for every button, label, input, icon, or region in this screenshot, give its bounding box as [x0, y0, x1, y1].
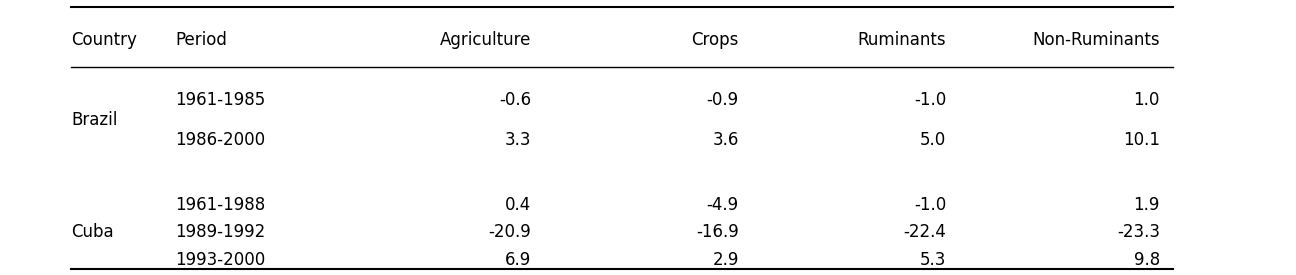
Text: 10.1: 10.1 — [1122, 131, 1160, 149]
Text: -1.0: -1.0 — [914, 196, 946, 214]
Text: 5.0: 5.0 — [920, 131, 946, 149]
Text: 1961-1988: 1961-1988 — [175, 196, 266, 214]
Text: 1993-2000: 1993-2000 — [175, 251, 266, 269]
Text: -1.0: -1.0 — [914, 91, 946, 109]
Text: Country: Country — [71, 31, 137, 49]
Text: 6.9: 6.9 — [505, 251, 531, 269]
Text: -0.9: -0.9 — [706, 91, 739, 109]
Text: -20.9: -20.9 — [489, 223, 531, 241]
Text: Period: Period — [175, 31, 227, 49]
Text: 3.6: 3.6 — [713, 131, 739, 149]
Text: 1961-1985: 1961-1985 — [175, 91, 266, 109]
Text: 1.9: 1.9 — [1134, 196, 1160, 214]
Text: Cuba: Cuba — [71, 223, 114, 241]
Text: Crops: Crops — [691, 31, 739, 49]
Text: 9.8: 9.8 — [1134, 251, 1160, 269]
Text: 1989-1992: 1989-1992 — [175, 223, 266, 241]
Text: Non-Ruminants: Non-Ruminants — [1033, 31, 1160, 49]
Text: 1.0: 1.0 — [1134, 91, 1160, 109]
Text: 3.3: 3.3 — [505, 131, 531, 149]
Text: Ruminants: Ruminants — [858, 31, 946, 49]
Text: Brazil: Brazil — [71, 111, 118, 129]
Text: 0.4: 0.4 — [505, 196, 531, 214]
Text: 2.9: 2.9 — [713, 251, 739, 269]
Text: -22.4: -22.4 — [903, 223, 946, 241]
Text: 5.3: 5.3 — [920, 251, 946, 269]
Text: Agriculture: Agriculture — [439, 31, 531, 49]
Text: -23.3: -23.3 — [1117, 223, 1160, 241]
Text: -0.6: -0.6 — [499, 91, 531, 109]
Text: -4.9: -4.9 — [706, 196, 739, 214]
Text: 1986-2000: 1986-2000 — [175, 131, 266, 149]
Text: -16.9: -16.9 — [696, 223, 739, 241]
